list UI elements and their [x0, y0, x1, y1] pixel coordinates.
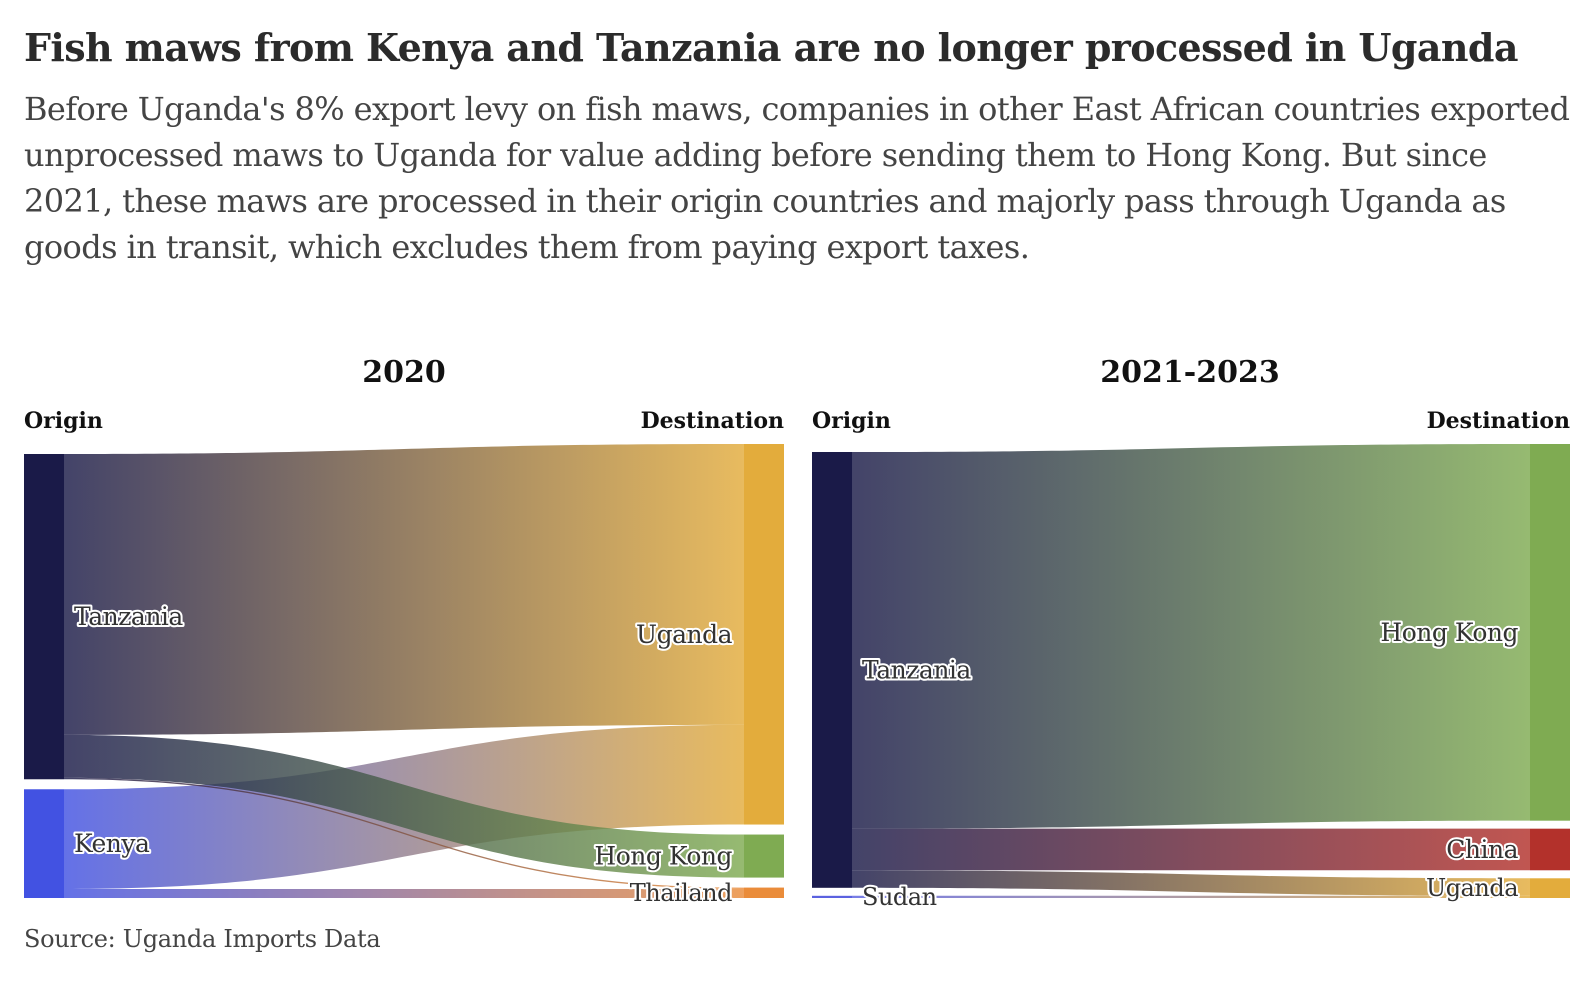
flow-tanzania-to-uganda	[64, 444, 744, 735]
origin-header: Origin	[812, 408, 891, 434]
sankey-links	[852, 444, 1530, 898]
flow-tanzania-to-hong-kong	[64, 734, 744, 878]
sankey-nodes: Tanzania Sudan Hong Kong China Uganda	[812, 444, 1570, 910]
destination-node-china	[1530, 828, 1570, 871]
destination-node-uganda	[744, 444, 784, 825]
flow-tanzania-to-china	[852, 828, 1530, 871]
panel-2021-2023: 2021-2023 Origin Destination Tanzania Sud…	[812, 355, 1570, 910]
chart-title: Fish maws from Kenya and Tanzania are no…	[24, 25, 1518, 70]
destination-label-china: China	[1446, 835, 1518, 864]
origin-header: Origin	[24, 408, 103, 434]
chart-subtitle: Before Uganda's 8% export levy on fish m…	[24, 90, 1570, 266]
sankey-nodes: Tanzania Kenya Uganda Hong Kong Thailand	[24, 444, 784, 909]
destination-node-hong-kong	[1530, 444, 1570, 821]
destination-node-thailand	[744, 887, 784, 898]
origin-label-sudan: Sudan	[862, 883, 937, 910]
destination-header: Destination	[641, 408, 784, 434]
destination-node-hong-kong	[744, 834, 784, 878]
destination-node-uganda	[1530, 878, 1570, 898]
panel-title: 2020	[362, 355, 446, 390]
flow-kenya-to-thailand	[64, 888, 744, 898]
flow-sudan-to-uganda	[852, 895, 1530, 898]
destination-label-thailand: Thailand	[630, 879, 732, 907]
origin-node-kenya	[24, 789, 64, 898]
origin-label-tanzania: Tanzania	[74, 602, 183, 631]
destination-header: Destination	[1427, 408, 1570, 434]
flow-tanzania-to-hong-kong	[852, 444, 1530, 829]
flow-tanzania-to-uganda	[852, 870, 1530, 896]
flow-tanzania-to-thailand	[64, 777, 744, 889]
origin-label-kenya: Kenya	[74, 829, 150, 858]
panel-title: 2021-2023	[1100, 355, 1279, 390]
origin-label-tanzania: Tanzania	[862, 655, 971, 684]
origin-node-sudan	[812, 895, 852, 898]
destination-label-uganda: Uganda	[636, 620, 733, 649]
source-note: Source: Uganda Imports Data	[24, 925, 381, 953]
sankey-links	[64, 444, 744, 898]
destination-label-uganda: Uganda	[1426, 874, 1518, 902]
sankey-charts: 2020 Origin Destination Tanzania Kenya Uga…	[24, 355, 1570, 910]
destination-label-hong-kong: Hong Kong	[594, 842, 732, 871]
origin-node-tanzania	[24, 454, 64, 780]
destination-label-hong-kong: Hong Kong	[1380, 618, 1518, 647]
origin-node-tanzania	[812, 452, 852, 888]
panel-2020: 2020 Origin Destination Tanzania Kenya Uga…	[24, 355, 784, 909]
